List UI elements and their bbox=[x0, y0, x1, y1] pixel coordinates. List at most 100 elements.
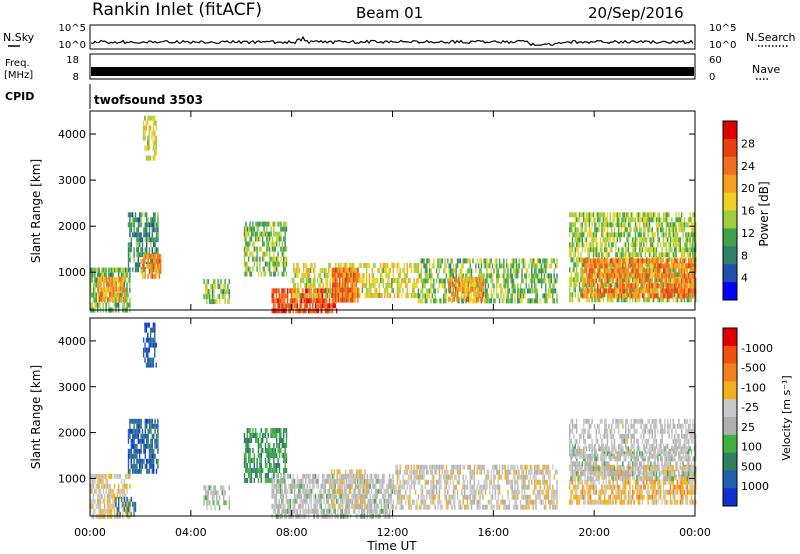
data-cell bbox=[662, 282, 665, 288]
data-cell bbox=[395, 278, 397, 283]
data-cell bbox=[473, 281, 475, 287]
data-cell bbox=[106, 493, 109, 499]
data-cell bbox=[637, 252, 639, 258]
data-cell bbox=[129, 277, 131, 283]
data-cell bbox=[616, 222, 618, 228]
data-cell bbox=[609, 258, 611, 264]
data-cell bbox=[611, 263, 613, 269]
data-cell bbox=[620, 247, 623, 253]
data-cell bbox=[449, 258, 452, 264]
data-cell bbox=[350, 292, 352, 298]
data-cell bbox=[95, 302, 97, 308]
data-cell bbox=[556, 293, 558, 299]
data-cell bbox=[665, 288, 667, 294]
data-cell bbox=[341, 277, 344, 283]
data-cell bbox=[300, 293, 302, 298]
data-cell bbox=[653, 267, 655, 273]
data-cell bbox=[267, 473, 269, 478]
data-cell bbox=[145, 352, 148, 358]
data-cell bbox=[141, 433, 144, 439]
data-cell bbox=[695, 263, 697, 269]
data-cell bbox=[692, 293, 694, 299]
data-cell bbox=[286, 488, 289, 494]
data-cell bbox=[496, 258, 498, 264]
data-cell bbox=[214, 279, 216, 285]
data-cell bbox=[255, 433, 257, 438]
data-cell bbox=[270, 468, 272, 473]
data-cell bbox=[632, 293, 634, 299]
data-cell bbox=[249, 453, 251, 458]
data-cell bbox=[368, 288, 371, 293]
data-cell bbox=[574, 212, 576, 218]
data-cell bbox=[597, 227, 599, 233]
data-cell bbox=[671, 247, 673, 253]
data-cell bbox=[674, 268, 676, 274]
data-cell bbox=[253, 453, 255, 458]
data-cell bbox=[99, 493, 102, 499]
data-cell bbox=[277, 488, 279, 494]
data-cell bbox=[357, 272, 359, 278]
data-cell bbox=[465, 278, 467, 284]
data-cell bbox=[481, 296, 483, 302]
data-cell bbox=[259, 221, 261, 227]
data-cell bbox=[153, 453, 155, 459]
data-cell bbox=[282, 493, 285, 499]
data-cell bbox=[309, 488, 311, 494]
data-cell bbox=[632, 263, 634, 269]
data-cell bbox=[587, 212, 589, 218]
data-cell bbox=[602, 232, 604, 238]
data-cell bbox=[260, 458, 262, 463]
data-cell bbox=[108, 267, 110, 273]
data-cell bbox=[386, 293, 389, 298]
data-cell bbox=[147, 362, 149, 368]
data-cell bbox=[669, 222, 672, 228]
data-cell bbox=[295, 493, 297, 499]
data-cell bbox=[580, 277, 582, 283]
data-cell bbox=[307, 493, 310, 499]
data-cell bbox=[478, 286, 481, 292]
data-cell bbox=[291, 478, 293, 484]
data-cell bbox=[693, 278, 695, 284]
data-cell bbox=[94, 267, 96, 273]
data-cell bbox=[629, 283, 631, 289]
data-cell bbox=[260, 448, 262, 453]
data-cell bbox=[511, 263, 513, 269]
data-cell bbox=[309, 473, 311, 479]
data-cell bbox=[134, 217, 137, 223]
data-cell bbox=[668, 278, 670, 284]
data-cell bbox=[618, 297, 620, 303]
data-cell bbox=[688, 247, 690, 253]
data-cell bbox=[301, 278, 303, 283]
data-cell bbox=[668, 242, 670, 248]
data-cell bbox=[622, 272, 624, 278]
data-cell bbox=[252, 266, 254, 272]
freq-unit: [MHz] bbox=[4, 70, 33, 81]
data-cell bbox=[289, 308, 292, 314]
data-cell bbox=[690, 242, 693, 248]
data-cell bbox=[288, 308, 290, 314]
data-cell bbox=[626, 287, 628, 293]
data-cell bbox=[109, 267, 111, 273]
data-cell bbox=[255, 438, 257, 443]
data-cell bbox=[267, 448, 269, 453]
data-cell bbox=[685, 267, 687, 273]
data-cell bbox=[639, 237, 641, 243]
data-cell bbox=[606, 293, 609, 299]
data-cell bbox=[620, 217, 623, 223]
data-cell bbox=[644, 237, 646, 243]
data-cell bbox=[322, 283, 324, 288]
data-cell bbox=[604, 263, 606, 269]
data-cell bbox=[275, 288, 278, 294]
data-cell bbox=[133, 506, 135, 512]
data-cell bbox=[569, 297, 571, 303]
data-cell bbox=[300, 303, 303, 309]
data-cell bbox=[256, 256, 258, 262]
data-cell bbox=[337, 297, 339, 303]
data-cell bbox=[317, 303, 320, 309]
data-cell bbox=[101, 291, 104, 297]
data-cell bbox=[590, 232, 592, 238]
data-cell bbox=[105, 267, 107, 273]
data-cell bbox=[592, 258, 595, 264]
data-cell bbox=[325, 273, 327, 278]
